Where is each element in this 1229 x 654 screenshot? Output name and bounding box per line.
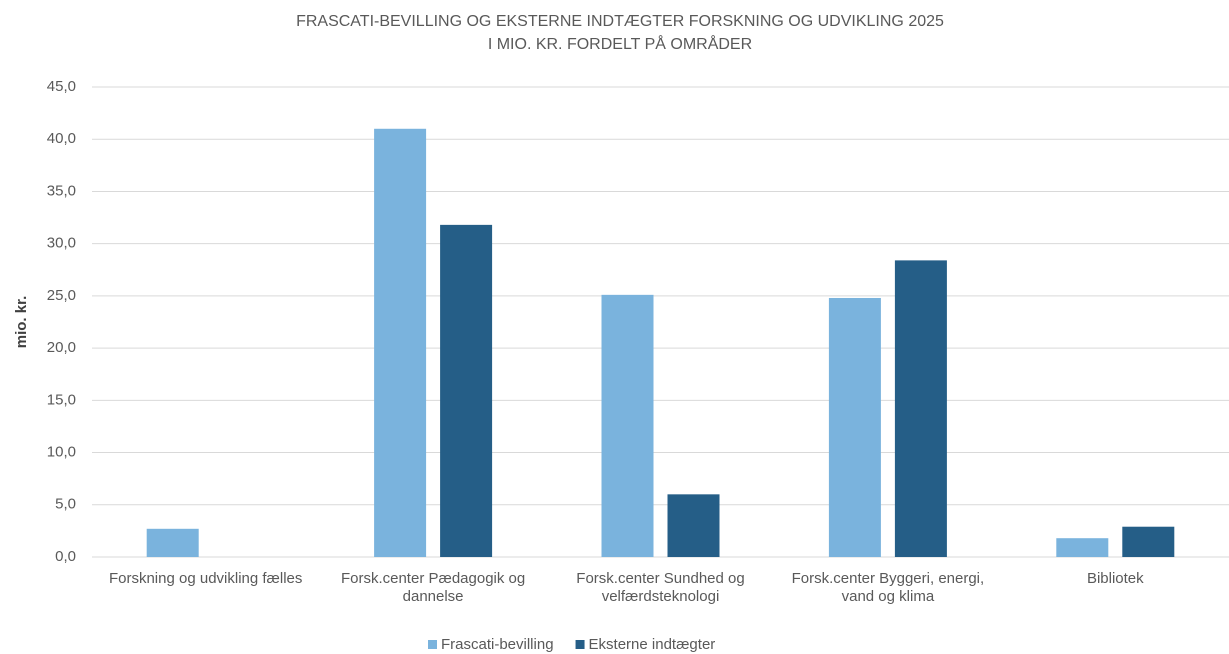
bar <box>1122 526 1175 557</box>
bar <box>601 294 654 557</box>
bar <box>894 260 947 557</box>
y-tick-label: 10,0 <box>47 444 76 461</box>
bar <box>1056 538 1109 557</box>
bar <box>440 224 493 557</box>
bar <box>374 128 427 557</box>
bar <box>146 528 199 557</box>
chart-subtitle: I MIO. KR. FORDELT PÅ OMRÅDER <box>488 34 752 53</box>
y-tick-label: 5,0 <box>55 496 76 513</box>
x-tick-label: Forsk.center Sundhed og velfærdsteknolog… <box>576 570 745 605</box>
legend-swatch <box>575 640 585 649</box>
y-tick-label: 0,0 <box>55 548 76 565</box>
bar <box>667 494 720 557</box>
y-tick-label: 25,0 <box>47 287 76 304</box>
bar <box>828 297 881 557</box>
y-tick-label: 35,0 <box>47 182 76 199</box>
x-tick-label: Forsk.center Byggeri, energi, vand og kl… <box>791 570 985 605</box>
x-tick-label: Forskning og udvikling fælles <box>108 570 303 587</box>
legend-label: Eksterne indtægter <box>589 636 716 653</box>
x-tick-label: Bibliotek <box>1086 570 1144 587</box>
y-tick-label: 20,0 <box>47 339 76 356</box>
y-axis-label: mio. kr. <box>13 296 30 349</box>
y-tick-label: 45,0 <box>47 78 76 95</box>
y-tick-label: 40,0 <box>47 130 76 147</box>
legend-swatch <box>428 640 437 649</box>
y-tick-label: 30,0 <box>47 235 76 252</box>
legend-label: Frascati-bevilling <box>441 636 554 653</box>
chart-title: FRASCATI-BEVILLING OG EKSTERNE INDTÆGTER… <box>296 13 944 30</box>
x-tick-label: Forsk.center Pædagogik og dannelse <box>340 570 526 605</box>
y-tick-label: 15,0 <box>47 391 76 408</box>
